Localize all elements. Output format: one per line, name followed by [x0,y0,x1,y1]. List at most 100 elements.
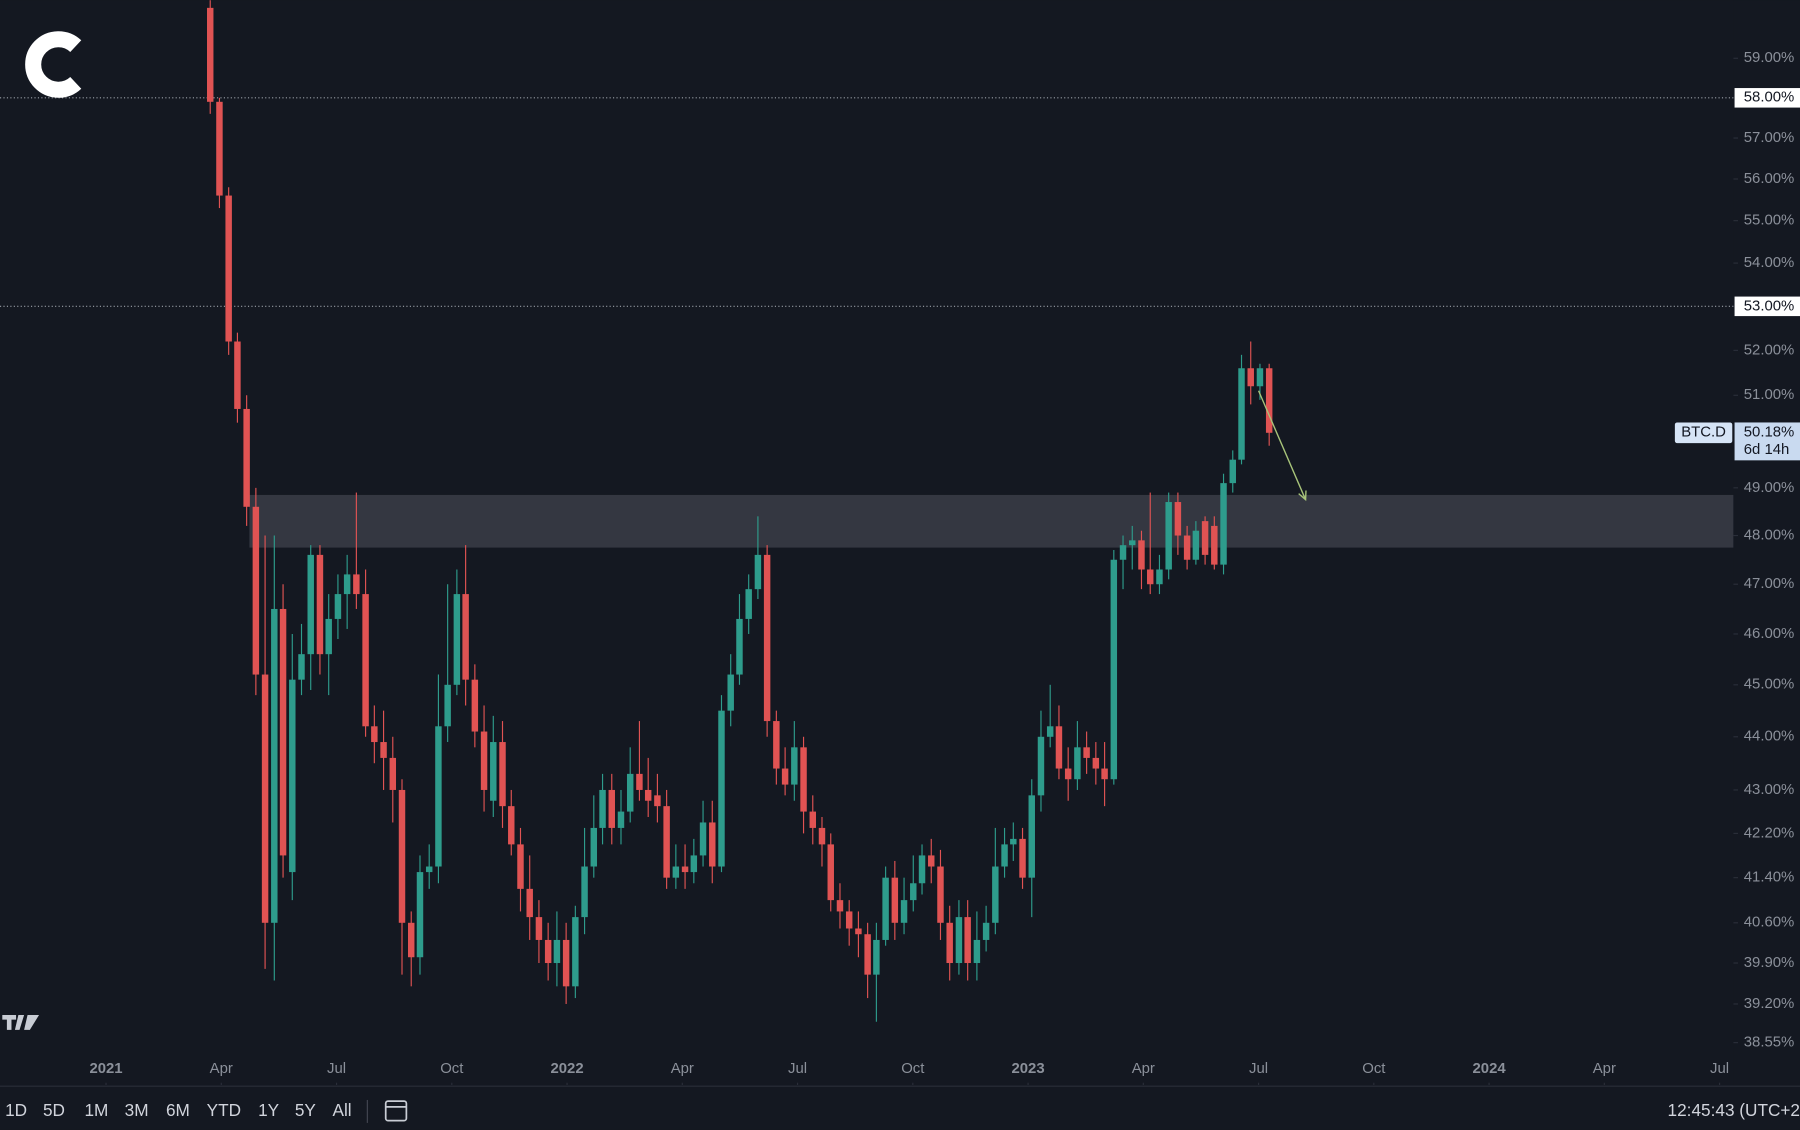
candle-body [316,554,324,655]
candle-body [855,928,862,935]
candle-body [1001,844,1008,867]
x-tick-label: Jul [327,1060,346,1077]
calendar-icon[interactable] [384,1100,408,1122]
range-button[interactable]: 1M [84,1100,108,1120]
candle-body [1138,540,1145,570]
candle-body [709,822,716,867]
calendar-body[interactable] [384,1100,408,1122]
y-tick-label: 41.40% [1744,869,1795,886]
trend-arrow [1257,390,1307,500]
candle-body [891,877,899,923]
countdown-label: 6d 14h [1744,441,1790,458]
tradingview-logo [2,1015,40,1030]
candle-body [279,608,287,856]
range-button[interactable]: 6M [166,1100,190,1120]
candle-body [334,594,342,619]
candle-body [471,679,479,732]
candle-body [800,747,807,812]
plot-area [0,0,1734,1022]
candle-body [1147,569,1154,585]
candle-body [663,806,670,878]
y-tick-label: 45.00% [1744,676,1795,693]
candle-body [1156,569,1163,585]
level-label: 58.00% [1744,89,1795,106]
candle-body [745,589,752,619]
candle-body [982,922,990,940]
candle-body [1110,559,1118,780]
candle-body [1129,540,1136,546]
range-button[interactable]: All [333,1100,352,1120]
candle-body [791,747,798,785]
candle-body [435,726,442,867]
candle-body [389,757,397,790]
range-button[interactable]: 3M [125,1100,149,1120]
y-tick-label: 55.00% [1744,212,1795,229]
logo-mark [25,31,82,98]
x-tick-label: 2021 [89,1060,122,1077]
candle-body [1220,483,1227,565]
y-tick-label: 51.00% [1744,386,1795,403]
level-label-box [1734,296,1800,317]
candle-body [1083,747,1090,758]
candle-body [325,618,332,655]
price-axis [1733,0,1800,1086]
candle-body [380,742,387,758]
candle-body [480,731,488,790]
candle-body [964,917,971,964]
candle-body [763,554,771,722]
range-button[interactable]: YTD [207,1100,241,1120]
candle-body [1119,545,1127,560]
candle-body [271,608,278,923]
y-tick-label: 39.20% [1744,995,1795,1012]
candle-body [425,866,433,873]
candle-body [407,922,415,958]
candle-body [1074,747,1081,780]
candle-body [626,773,634,812]
x-tick-label: Jul [788,1060,807,1077]
candle-body [955,917,963,964]
candle-body [818,827,826,845]
candle-body [1092,757,1100,769]
candle-body [252,506,260,675]
candle-body [508,806,515,845]
range-button[interactable]: 1Y [258,1100,280,1120]
y-tick-label: 47.00% [1744,575,1795,592]
candle-body [581,866,588,918]
candle-body [206,7,214,102]
candle-body [1256,368,1264,387]
x-tick-label: 2024 [1472,1060,1506,1077]
candle-body [307,554,314,655]
tv-mark [2,1015,40,1030]
range-button[interactable]: 5D [43,1100,65,1120]
level-label-box [1734,88,1800,108]
candle-body [1046,726,1054,737]
candle-body [526,888,533,918]
candle-body [1019,838,1026,878]
x-tick-label: Jul [1710,1060,1729,1077]
candle-body [490,742,497,801]
x-tick-label: Oct [901,1060,925,1077]
candle-body [690,855,698,873]
candle-body [1174,502,1182,536]
candle-body [617,811,625,828]
range-button[interactable]: 5Y [295,1100,317,1120]
x-tick-label: Oct [1362,1060,1386,1077]
candle-body [1101,768,1108,780]
candle-body [928,855,935,867]
candle-body [1229,459,1236,484]
candle-body [864,934,871,975]
candle-body [873,939,880,975]
candle-body [462,594,469,680]
y-tick-label: 49.00% [1744,479,1795,496]
x-tick-label: Apr [210,1060,233,1077]
symbol-box [1674,422,1733,444]
range-button[interactable]: 1D [5,1100,27,1120]
candle-body [845,911,853,929]
candle-body [1183,535,1191,560]
y-tick-label: 52.00% [1744,341,1795,358]
y-tick-label: 56.00% [1744,170,1795,187]
support-zone [249,494,1734,548]
candle-body [289,679,296,873]
